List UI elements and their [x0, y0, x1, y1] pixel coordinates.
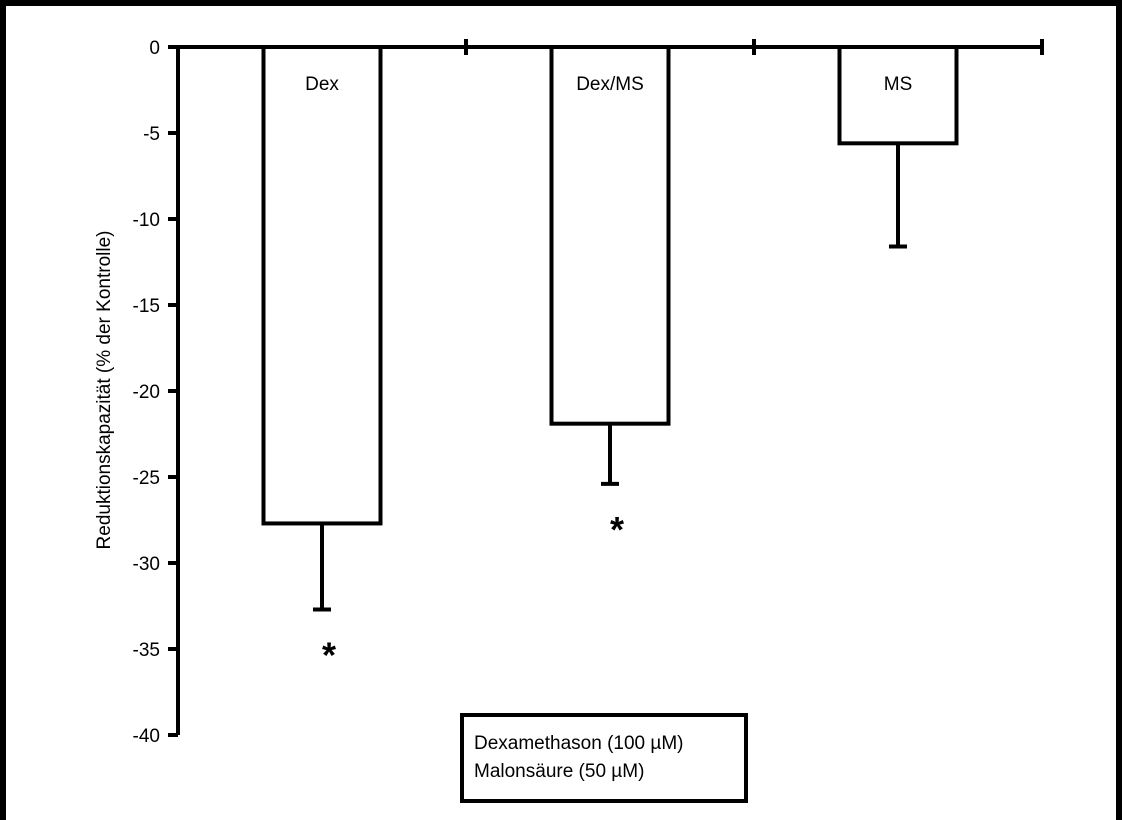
y-axis: 0 -5 -10 -15 -20 -25 -30 -35 -40 [133, 38, 180, 747]
bar-label: Dex/MS [576, 74, 644, 95]
bar-label: MS [884, 74, 913, 95]
y-tick-label: -20 [133, 382, 160, 403]
y-tick-label: -10 [133, 210, 160, 231]
y-axis-title: Reduktionskapazität (% der Kontrolle) [94, 231, 115, 550]
y-tick-label: -30 [133, 554, 160, 575]
significance-markers: ** [322, 509, 624, 676]
y-tick-label: -25 [133, 468, 160, 489]
y-tick-label: -15 [133, 296, 160, 317]
bar [261, 45, 383, 526]
legend-line-1: Dexamethason (100 µM) [474, 733, 683, 754]
y-tick-label: -40 [133, 726, 160, 747]
error-bars [313, 143, 907, 612]
legend-line-2: Malonsäure (50 µM) [474, 761, 644, 782]
bar-label: Dex [305, 74, 339, 95]
y-tick-label: -35 [133, 640, 160, 661]
y-tick-label: 0 [149, 38, 160, 59]
significance-star: * [322, 634, 336, 675]
bars [261, 45, 959, 526]
bar [549, 45, 671, 426]
significance-star: * [610, 509, 624, 550]
bar-labels: Dex Dex/MS MS [305, 74, 912, 95]
y-tick-label: -5 [143, 124, 160, 145]
legend-box: Dexamethason (100 µM) Malonsäure (50 µM) [460, 713, 748, 803]
bar [837, 45, 959, 146]
legend-box-border [460, 713, 748, 803]
